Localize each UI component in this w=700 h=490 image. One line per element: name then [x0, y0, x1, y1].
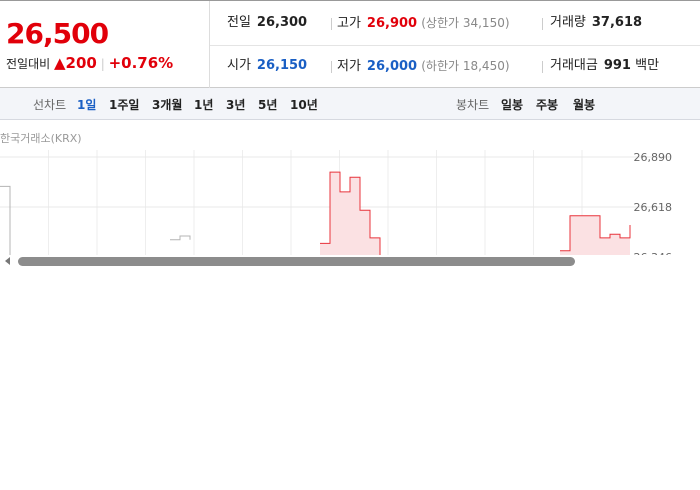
chart: 26,890 26,618 26,346 — [0, 150, 673, 266]
summary-panel: 26,500 전일대비 ▲200 | +0.76% 전일 26,300 고가 26,… — [0, 0, 700, 88]
value: 26,300 — [256, 15, 308, 30]
tab-bar: 선차트 1일 1주일 3개월 1년 3년 5년 10년 봉차트 일봉 주봉 월봉 — [0, 88, 700, 120]
y-tick-label: 26,346 — [634, 251, 673, 264]
price: 26,500 — [6, 17, 109, 50]
label: 거래대금 — [550, 58, 598, 73]
tab[interactable]: 1주일 — [109, 98, 140, 112]
up-arrow: ▲ — [54, 54, 66, 72]
tab: 봉차트 — [456, 98, 490, 112]
source: 한국거래소(KRX) — [0, 132, 82, 145]
change-pct: +0.76% — [108, 54, 174, 72]
tab[interactable]: 3개월 — [152, 98, 183, 112]
cell: 전일 26,300 — [227, 13, 307, 33]
tab: 선차트 — [33, 98, 67, 112]
value: 37,618 — [591, 15, 643, 30]
change-value: 200 — [65, 54, 97, 72]
value: 26,150 — [256, 58, 308, 73]
label: 시가 — [227, 58, 251, 73]
cell: 시가 26,150 — [227, 56, 307, 76]
label: 전일 — [227, 15, 251, 30]
price-box: 26,500 전일대비 ▲200 | +0.76% — [0, 1, 210, 88]
divider — [210, 45, 700, 46]
change-label: 전일대비 — [6, 57, 51, 71]
limit: (상한가 34,150) — [421, 16, 510, 30]
cell: 저가 26,000 (하한가 18,450) — [337, 56, 510, 76]
price-line — [0, 185, 11, 255]
tab[interactable]: 월봉 — [573, 98, 596, 112]
price-line — [560, 215, 631, 252]
tab[interactable]: 주봉 — [536, 98, 559, 112]
y-tick-label: 26,618 — [634, 201, 673, 214]
label: 거래량 — [550, 15, 586, 30]
tab[interactable]: 1일 — [77, 98, 97, 112]
area — [560, 215, 630, 255]
area — [320, 172, 380, 255]
value: 991 — [603, 58, 631, 73]
tab[interactable]: 10년 — [290, 98, 318, 112]
scroll-left[interactable] — [5, 257, 10, 265]
cell: 고가 26,900 (상한가 34,150) — [337, 13, 510, 33]
tab[interactable]: 일봉 — [501, 98, 524, 112]
tab[interactable]: 1년 — [194, 98, 214, 112]
plot: 26,890 26,618 26,346 — [0, 150, 673, 264]
limit: (하한가 18,450) — [421, 59, 510, 73]
cell: 거래량 37,618 — [550, 13, 642, 33]
change: 전일대비 ▲200 | +0.76% — [6, 54, 174, 72]
scroll-thumb[interactable] — [18, 257, 575, 266]
price-line — [320, 171, 381, 255]
cell: 거래대금 991 백만 — [550, 56, 659, 76]
tab[interactable]: 5년 — [258, 98, 278, 112]
tab[interactable]: 3년 — [226, 98, 246, 112]
value: 26,000 — [366, 59, 418, 74]
price-line — [170, 235, 191, 241]
label: 저가 — [337, 59, 361, 74]
unit: 백만 — [635, 58, 660, 73]
label: 고가 — [337, 16, 361, 31]
value: 26,900 — [366, 16, 418, 31]
y-tick-label: 26,890 — [634, 151, 673, 164]
